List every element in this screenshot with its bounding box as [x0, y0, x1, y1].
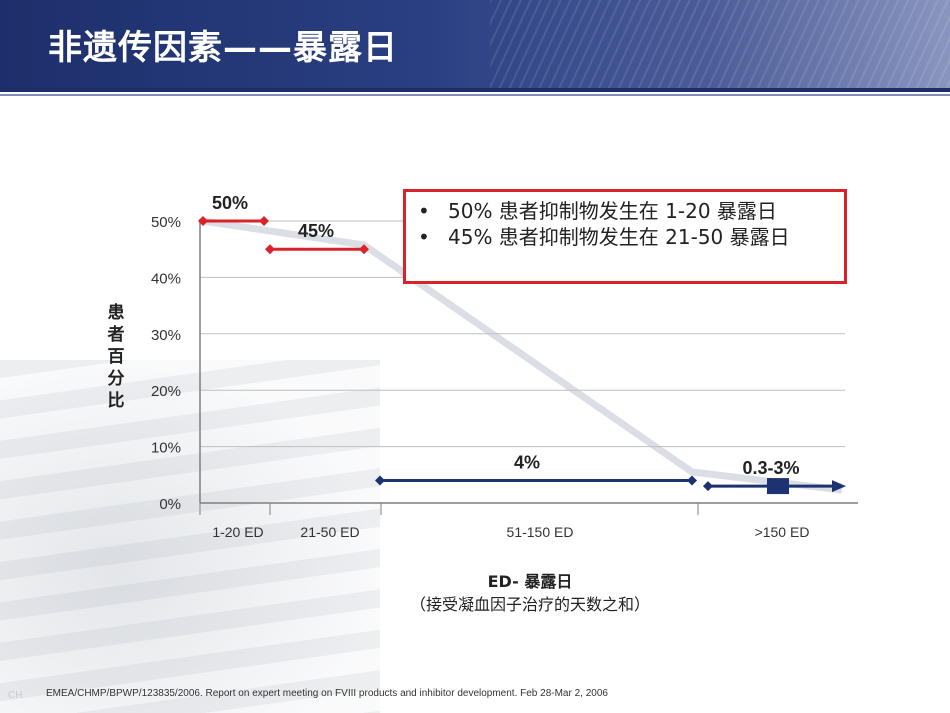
y-tick-label: 50%: [151, 214, 181, 231]
title-rule-thin: [0, 94, 950, 96]
data-label: 50%: [212, 193, 248, 213]
arrow-head-icon: [832, 480, 846, 493]
y-tick-label: 40%: [151, 270, 181, 287]
data-point: [687, 475, 697, 486]
faded-code-text: CH: [8, 690, 23, 701]
data-point: [265, 244, 275, 255]
callout-box: • 50% 患者抑制物发生在 1-20 暴露日 • 45% 患者抑制物发生在 2…: [403, 189, 847, 284]
data-label: 4%: [514, 452, 540, 472]
x-category-label: 21-50 ED: [300, 524, 359, 540]
data-label: 0.3-3%: [742, 458, 799, 478]
callout-item-1: • 50% 患者抑制物发生在 1-20 暴露日: [418, 198, 834, 224]
title-rule: [0, 88, 950, 92]
range-marker: [767, 478, 789, 495]
y-axis-label: 患者百分比: [107, 303, 125, 411]
x-category-label: >150 ED: [755, 524, 810, 540]
y-tick-label: 30%: [151, 327, 181, 344]
data-point: [259, 216, 269, 226]
data-point: [359, 244, 369, 255]
y-tick-label: 20%: [151, 383, 181, 400]
x-category-label: 1-20 ED: [212, 524, 263, 540]
x-axis-sublabel: （接受凝血因子治疗的天数之和）: [409, 595, 650, 614]
bullet-icon: •: [418, 199, 430, 223]
slide-title: 非遗传因素——暴露日: [48, 28, 398, 68]
callout-text-1: 50% 患者抑制物发生在 1-20 暴露日: [448, 199, 777, 223]
y-tick-label: 10%: [151, 440, 181, 457]
callout-item-2: • 45% 患者抑制物发生在 21-50 暴露日: [418, 224, 834, 250]
data-point: [375, 475, 385, 486]
callout-text-2: 45% 患者抑制物发生在 21-50 暴露日: [448, 225, 790, 249]
bullet-icon: •: [418, 225, 430, 249]
y-tick-label: 0%: [159, 496, 181, 513]
reference-footnote: EMEA/CHMP/BPWP/123835/2006. Report on ex…: [46, 688, 608, 699]
data-label: 45%: [298, 221, 334, 241]
title-bar: 非遗传因素——暴露日: [0, 0, 950, 88]
x-category-label: 51-150 ED: [507, 524, 574, 540]
x-axis-label: ED- 暴露日: [487, 572, 573, 591]
data-point: [198, 216, 208, 226]
data-point: [703, 481, 713, 492]
background-books-image: [0, 360, 380, 713]
